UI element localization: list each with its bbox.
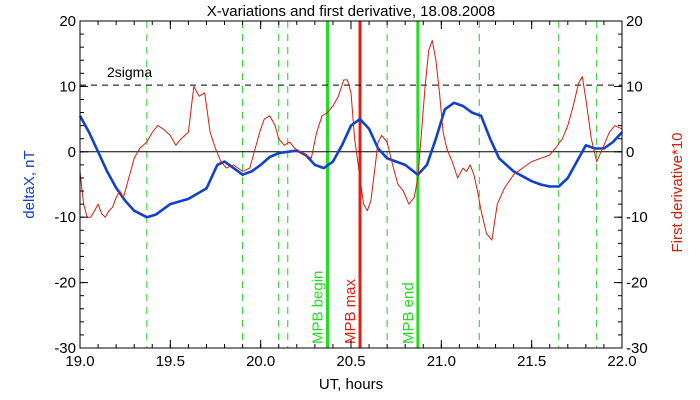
y-tick-label-right: 0 — [626, 144, 634, 161]
y-tick-label-left: -10 — [54, 209, 76, 226]
x-tick-label: 19.0 — [65, 353, 94, 370]
x-axis-label: UT, hours — [319, 376, 383, 393]
x-tick-label: 20.5 — [336, 353, 365, 370]
y-tick-label-right: -30 — [626, 340, 648, 357]
derivative-series-line — [79, 40, 623, 241]
axes: 19.0 19.5 20.0 20.5 21.0 21.5 22.0 20 20 10 10 0 0 -1… — [54, 13, 647, 370]
series-lines — [78, 40, 623, 241]
y-axis-label-right: First derivative*10 — [669, 132, 686, 252]
y-tick-label-left: -20 — [54, 275, 76, 292]
y-axis-label-left: deltaX, nT — [21, 150, 38, 218]
mpb-marker-label: MPB end — [400, 282, 417, 344]
y-tick-label-left: 20 — [59, 13, 76, 30]
chart-title: X-variations and first derivative, 18.08… — [207, 3, 496, 20]
y-tick-label-left: -30 — [54, 340, 76, 357]
threshold-label: 2sigma — [107, 64, 152, 80]
x-tick-label: 20.0 — [246, 353, 275, 370]
y-tick-label-right: -20 — [626, 275, 648, 292]
y-tick-label-left: 10 — [59, 78, 76, 95]
y-tick-label-left: 0 — [68, 144, 76, 161]
y-tick-label-right: 10 — [626, 78, 643, 95]
y-tick-label-right: 20 — [626, 13, 643, 30]
x-tick-label: 22.0 — [607, 353, 636, 370]
mpb-markers: MPB begin MPB max MPB end — [310, 21, 420, 348]
mpb-marker-label: MPB max — [342, 278, 359, 344]
dashed-markers — [146, 21, 598, 348]
mpb-marker-label: MPB begin — [310, 271, 327, 344]
deltax-series-line — [78, 101, 623, 219]
x-tick-label: 19.5 — [156, 353, 185, 370]
x-tick-label: 21.0 — [427, 353, 456, 370]
y-tick-label-right: -10 — [626, 209, 648, 226]
x-tick-label: 21.5 — [517, 353, 546, 370]
